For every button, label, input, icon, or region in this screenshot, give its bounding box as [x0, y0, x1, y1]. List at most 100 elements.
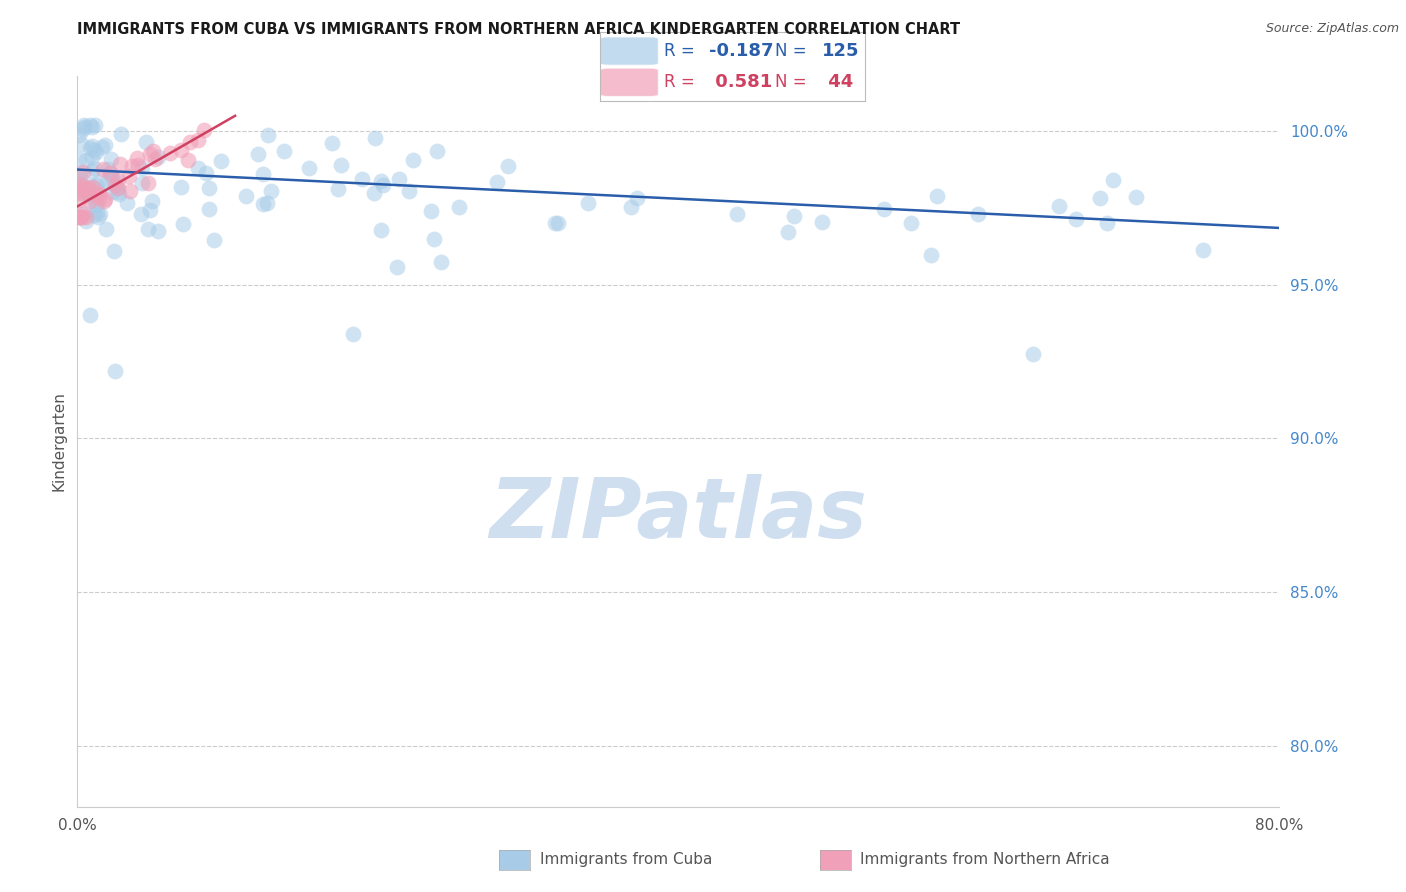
Point: [620, 200, 643, 214]
Point: [402, 153, 425, 167]
Point: [91, 140, 114, 154]
Point: [170, 143, 193, 157]
Point: [82, 163, 104, 178]
Point: [328, 182, 350, 196]
Point: [371, 178, 394, 193]
Point: [131, 207, 153, 221]
Point: [1192, 243, 1215, 257]
Point: [576, 196, 599, 211]
Point: [1125, 190, 1147, 204]
Point: [107, 185, 129, 199]
Point: [209, 154, 232, 169]
Point: [142, 144, 165, 158]
Point: [108, 157, 131, 171]
Point: [1022, 347, 1045, 361]
Point: [84, 198, 107, 212]
Point: [920, 248, 942, 262]
Point: [177, 153, 200, 167]
Point: [87, 191, 110, 205]
Point: [117, 169, 139, 183]
Point: [429, 255, 451, 269]
Point: [79, 308, 101, 322]
Text: -0.187: -0.187: [709, 42, 773, 60]
Point: [69, 210, 91, 224]
Point: [159, 146, 181, 161]
Point: [194, 166, 217, 180]
Text: N =: N =: [775, 73, 811, 91]
Text: Immigrants from Northern Africa: Immigrants from Northern Africa: [860, 853, 1111, 867]
Text: N =: N =: [775, 42, 811, 60]
Point: [67, 128, 90, 142]
Point: [98, 165, 121, 179]
Point: [72, 206, 94, 220]
Point: [67, 186, 90, 200]
Point: [148, 150, 170, 164]
Point: [96, 221, 118, 235]
Point: [75, 185, 97, 199]
Point: [86, 205, 108, 219]
Point: [94, 192, 117, 206]
Point: [100, 152, 122, 166]
Point: [725, 207, 748, 221]
Point: [96, 175, 118, 189]
Point: [298, 161, 321, 175]
Point: [169, 180, 191, 194]
Point: [198, 202, 221, 217]
Point: [82, 180, 104, 194]
Point: [782, 210, 804, 224]
Point: [148, 224, 170, 238]
Point: [104, 178, 127, 193]
Point: [87, 210, 110, 224]
Point: [350, 172, 373, 186]
Point: [76, 185, 98, 199]
Point: [925, 188, 948, 202]
Text: Source: ZipAtlas.com: Source: ZipAtlas.com: [1265, 22, 1399, 36]
Point: [776, 225, 799, 239]
Point: [69, 170, 91, 185]
Point: [900, 215, 922, 229]
Point: [135, 135, 157, 149]
Point: [967, 207, 990, 221]
Point: [70, 207, 93, 221]
Point: [118, 184, 141, 198]
Point: [486, 175, 509, 189]
Point: [370, 222, 392, 236]
Point: [1090, 191, 1112, 205]
Point: [252, 167, 274, 181]
Point: [67, 178, 90, 193]
Point: [84, 145, 107, 159]
Point: [138, 203, 160, 218]
Point: [75, 153, 97, 167]
Point: [193, 123, 215, 137]
Point: [143, 152, 166, 166]
FancyBboxPatch shape: [600, 68, 658, 96]
Y-axis label: Kindergarten: Kindergarten: [51, 392, 66, 491]
Point: [1101, 173, 1123, 187]
Text: ZIPatlas: ZIPatlas: [489, 475, 868, 555]
Point: [72, 165, 94, 179]
Point: [204, 233, 226, 247]
Point: [110, 128, 132, 142]
Point: [70, 136, 93, 151]
Point: [127, 158, 149, 172]
Point: [136, 177, 159, 191]
Point: [89, 207, 111, 221]
Text: R =: R =: [664, 73, 700, 91]
Point: [101, 185, 124, 199]
Point: [79, 179, 101, 194]
Point: [104, 364, 127, 378]
Point: [547, 216, 569, 230]
Point: [422, 232, 444, 246]
Point: [73, 118, 96, 132]
Point: [187, 133, 209, 147]
Point: [172, 217, 194, 231]
Point: [67, 184, 90, 198]
Point: [86, 186, 108, 201]
Point: [84, 178, 107, 192]
Point: [83, 161, 105, 175]
Point: [426, 144, 449, 158]
Point: [93, 194, 115, 208]
Point: [370, 174, 392, 188]
Point: [811, 215, 834, 229]
Point: [257, 128, 280, 142]
